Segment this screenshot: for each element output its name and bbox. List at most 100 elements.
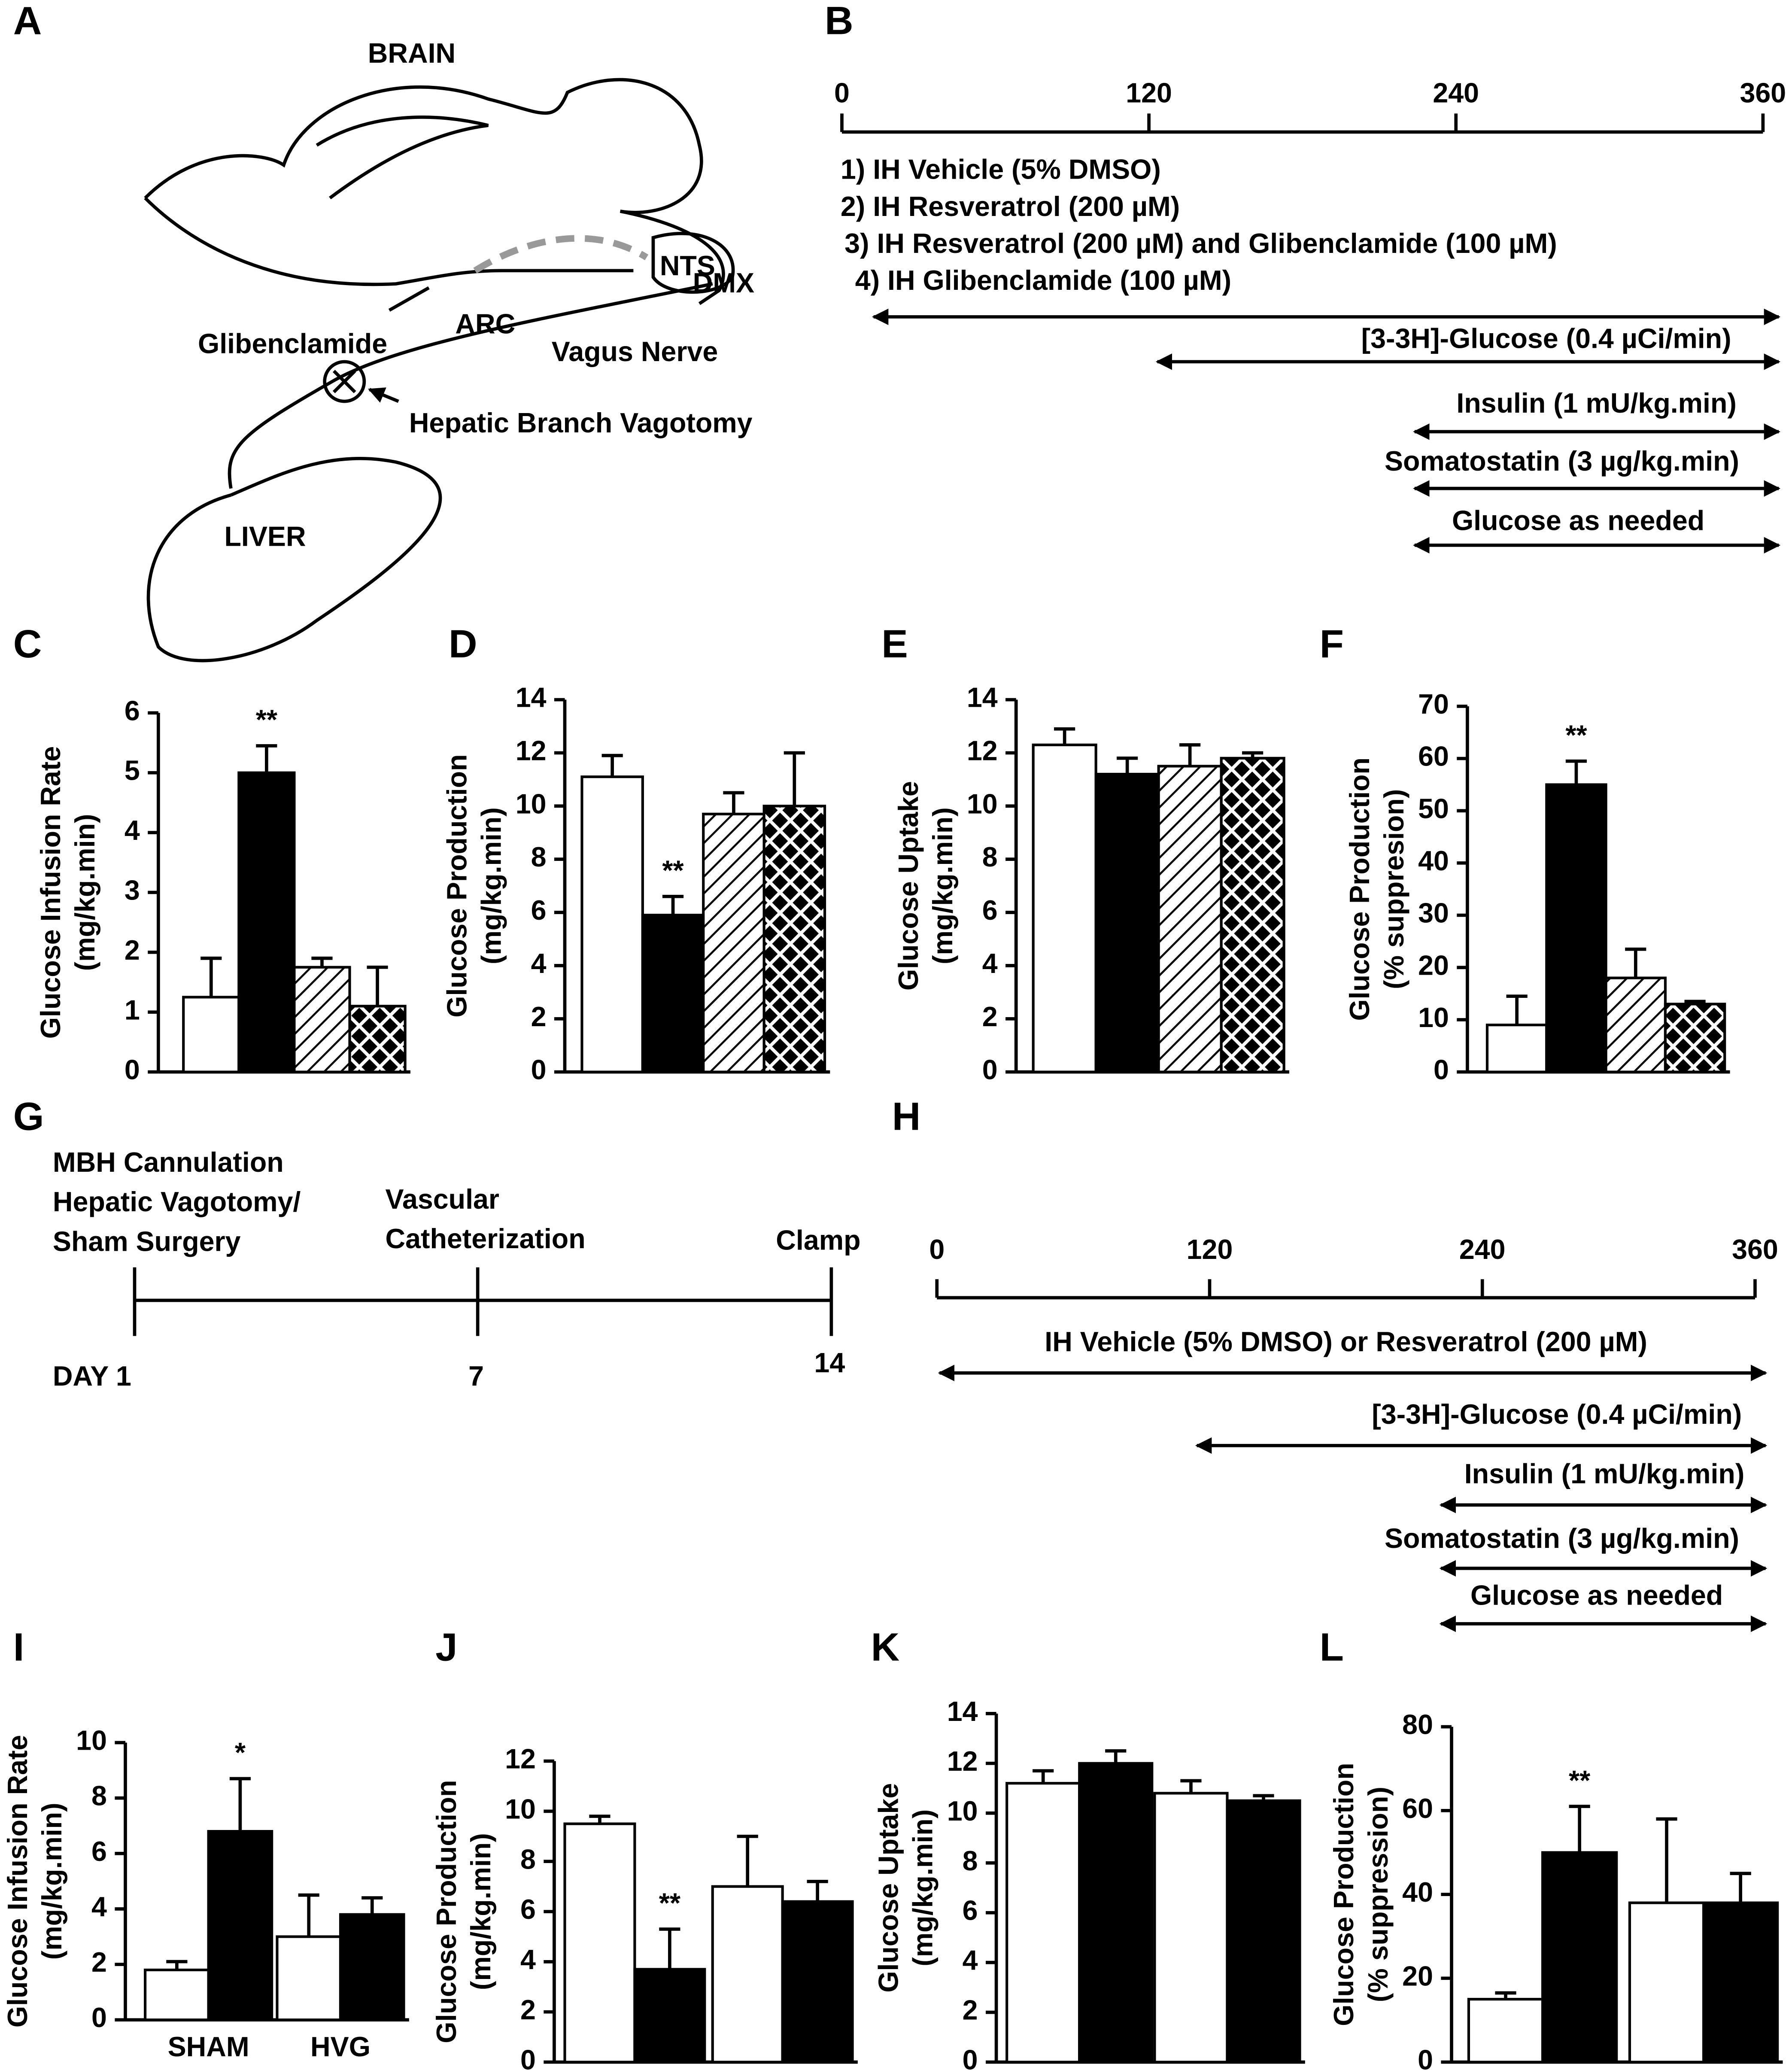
error-bar bbox=[367, 965, 388, 1006]
y-axis-label: Glucose Uptake bbox=[873, 1783, 904, 1993]
error-bar bbox=[807, 1880, 828, 1902]
y-axis-label: Glucose Production bbox=[431, 1780, 462, 2043]
y-tick-label: 20 bbox=[1402, 1961, 1433, 1991]
y-tick-label: 4 bbox=[531, 948, 547, 979]
y-axis-label: Glucose Production bbox=[1344, 757, 1375, 1021]
y-axis-label: (mg/kg.min) bbox=[476, 807, 507, 964]
brain-outline bbox=[144, 78, 725, 305]
y-tick-label: 4 bbox=[91, 1891, 107, 1922]
error-bar bbox=[1730, 1872, 1751, 1903]
timeline-tick-label: 360 bbox=[1740, 77, 1786, 108]
treatment: IH Vehicle (5% DMSO) or Resveratrol (200… bbox=[1045, 1326, 1647, 1357]
x-tick-label: SHAM bbox=[168, 2031, 249, 2062]
bar bbox=[348, 1005, 407, 1073]
infusion: [3-3H]-Glucose (0.4 µCi/min) bbox=[1361, 323, 1731, 354]
bar bbox=[182, 996, 240, 1073]
bar bbox=[580, 775, 644, 1073]
chart: E Glucose Uptake (mg/kg.min) 0 2 4 6 8 10 12 14 bbox=[881, 622, 1289, 1085]
y-tick-label: 70 bbox=[1418, 689, 1449, 720]
glibenclamide-pointer bbox=[388, 286, 430, 312]
treatment: 3) IH Resveratrol (200 µM) and Glibencla… bbox=[844, 228, 1557, 259]
panel-label: I bbox=[13, 1625, 24, 1669]
chart: J Glucose Production (mg/kg.min) 0 2 4 6 8 10 12 *… bbox=[431, 1625, 858, 2070]
y-tick-label: 8 bbox=[963, 1845, 978, 1876]
brain-inner bbox=[316, 116, 489, 200]
bar bbox=[237, 771, 296, 1073]
panel-label: L bbox=[1320, 1625, 1344, 1669]
nts-outline bbox=[651, 231, 735, 294]
bar bbox=[1628, 1901, 1705, 2064]
timeline-tick-label: 120 bbox=[1126, 77, 1172, 108]
bar bbox=[1157, 765, 1223, 1073]
y-tick-label: 10 bbox=[947, 1796, 978, 1827]
bar bbox=[1485, 1024, 1548, 1073]
y-tick-label: 0 bbox=[982, 1055, 998, 1085]
label: LIVER bbox=[225, 521, 306, 552]
y-tick-label: 4 bbox=[520, 1944, 536, 1975]
y-axis-label: (mg/kg.min) bbox=[70, 814, 100, 971]
bar bbox=[1664, 1003, 1726, 1073]
y-tick-label: 40 bbox=[1402, 1877, 1433, 1908]
bar bbox=[1078, 1762, 1154, 2064]
x-tick-label: HVG bbox=[310, 2031, 371, 2062]
y-tick-label: 2 bbox=[125, 935, 140, 966]
error-bar bbox=[1180, 1779, 1202, 1793]
y-tick-label: 6 bbox=[125, 695, 140, 726]
y-tick-label: 40 bbox=[1418, 845, 1449, 876]
y-tick-label: 10 bbox=[76, 1725, 107, 1756]
bar bbox=[563, 1822, 636, 2064]
error-bar bbox=[601, 754, 623, 777]
brain-liver-diagram bbox=[144, 78, 735, 663]
day: 14 bbox=[814, 1347, 845, 1378]
error-bar bbox=[1105, 1749, 1127, 1763]
infusion: Glucose as needed bbox=[1470, 1580, 1723, 1611]
day: DAY 1 bbox=[53, 1361, 131, 1392]
y-tick-label: 10 bbox=[1418, 1002, 1449, 1033]
event: Vascular bbox=[386, 1184, 500, 1215]
panel-label: D bbox=[449, 622, 477, 666]
y-tick-label: 10 bbox=[505, 1793, 536, 1824]
error-bar bbox=[1253, 1794, 1274, 1801]
infusion: Glucose as needed bbox=[1452, 505, 1704, 536]
error-bar bbox=[1656, 1817, 1677, 1903]
label: Glibenclamide bbox=[198, 328, 387, 359]
label: Hepatic Branch Vagotomy bbox=[409, 407, 753, 438]
y-tick-label: 2 bbox=[963, 1995, 978, 2026]
event: Catheterization bbox=[386, 1223, 586, 1254]
y-tick-label: 2 bbox=[91, 1947, 107, 1978]
bar bbox=[762, 805, 826, 1073]
timeline: 0 120 240 360 bbox=[834, 77, 1786, 134]
y-tick-label: 6 bbox=[91, 1836, 107, 1867]
projection bbox=[473, 235, 649, 274]
significance-label: ** bbox=[1565, 720, 1587, 751]
error-bar bbox=[166, 1960, 188, 1970]
panel-label: K bbox=[871, 1625, 900, 1669]
error-bar bbox=[662, 894, 684, 915]
infusion: Somatostatin (3 µg/kg.min) bbox=[1385, 446, 1739, 477]
y-tick-label: 14 bbox=[947, 1696, 978, 1727]
y-tick-label: 14 bbox=[516, 682, 547, 713]
error-bar bbox=[1625, 947, 1646, 978]
panel-label: J bbox=[435, 1625, 457, 1669]
y-tick-label: 6 bbox=[531, 895, 547, 926]
label: BRAIN bbox=[368, 38, 456, 69]
y-tick-label: 4 bbox=[125, 815, 140, 846]
bar bbox=[1094, 772, 1160, 1073]
y-tick-label: 5 bbox=[125, 755, 140, 786]
bar bbox=[1702, 1901, 1779, 2064]
y-tick-label: 8 bbox=[531, 842, 547, 872]
bar bbox=[339, 1913, 405, 2021]
event: Hepatic Vagotomy/ bbox=[53, 1186, 301, 1217]
panel-label: H bbox=[892, 1094, 921, 1139]
panel-label: G bbox=[13, 1094, 44, 1139]
bar bbox=[711, 1885, 784, 2064]
bar bbox=[1153, 1792, 1229, 2064]
error-bar bbox=[1242, 751, 1264, 758]
significance-label: ** bbox=[256, 705, 278, 736]
y-tick-label: 2 bbox=[982, 1001, 998, 1032]
y-axis-label: (mg/kg.min) bbox=[465, 1833, 496, 1990]
y-tick-label: 12 bbox=[947, 1746, 978, 1777]
error-bar bbox=[1506, 994, 1528, 1025]
